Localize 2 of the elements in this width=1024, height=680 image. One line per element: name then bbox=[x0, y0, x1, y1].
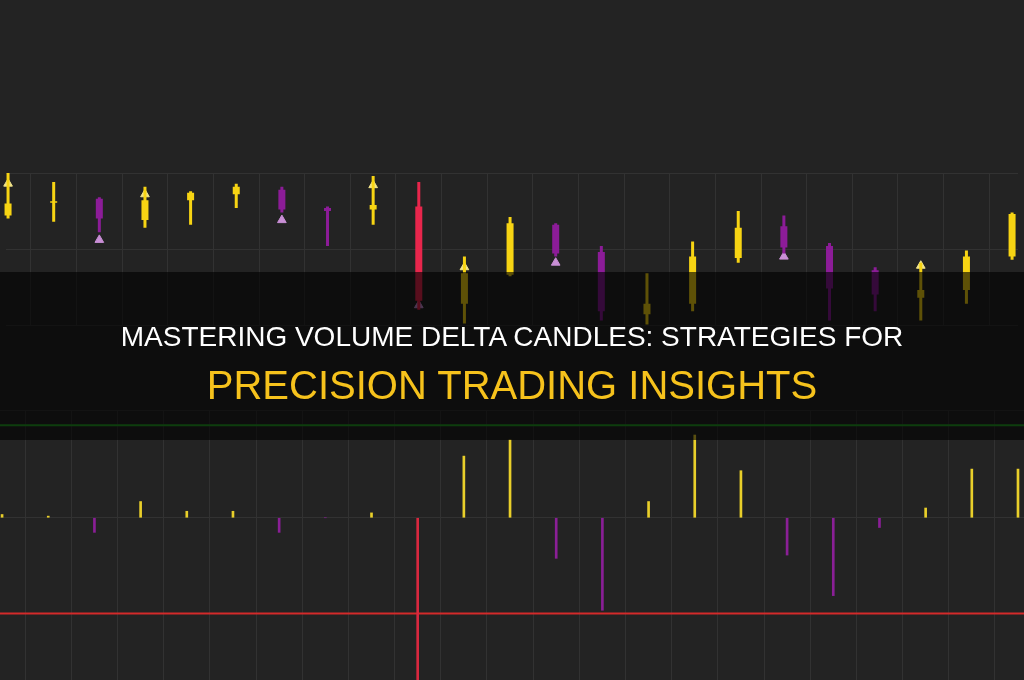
text: MASTERING VOLUME DELTA CANDLES: STRATEGIES FOR bbox=[120, 321, 904, 352]
text: PRECISION TRADING INSIGHTS bbox=[206, 363, 818, 407]
